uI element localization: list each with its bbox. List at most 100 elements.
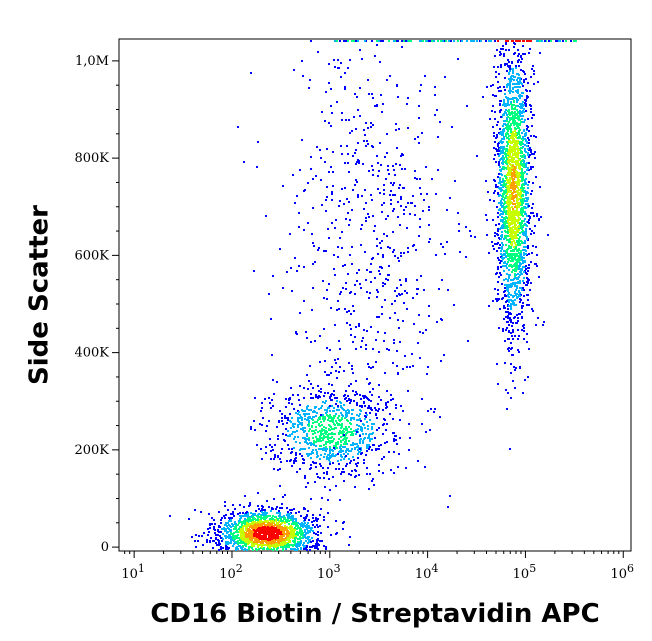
data-point xyxy=(348,473,350,475)
data-point xyxy=(310,40,312,42)
data-point xyxy=(521,107,523,109)
data-point xyxy=(244,548,246,550)
data-point xyxy=(277,438,279,440)
data-point xyxy=(514,206,516,208)
data-point xyxy=(527,184,529,186)
data-point xyxy=(519,243,521,245)
data-point xyxy=(335,520,337,522)
data-point xyxy=(405,206,407,208)
data-point xyxy=(523,211,525,213)
data-point xyxy=(514,147,516,149)
data-point xyxy=(513,240,515,242)
data-point xyxy=(416,293,418,295)
data-point xyxy=(308,380,310,382)
data-point xyxy=(509,199,511,201)
data-point xyxy=(508,111,510,113)
data-point xyxy=(254,540,256,542)
data-point xyxy=(511,106,513,108)
data-point xyxy=(228,542,230,544)
data-point xyxy=(289,434,291,436)
data-point xyxy=(522,92,524,94)
data-point xyxy=(509,313,511,315)
data-point xyxy=(363,462,365,464)
data-point xyxy=(390,469,392,471)
data-point xyxy=(394,290,396,292)
data-point xyxy=(303,387,305,389)
data-point xyxy=(383,193,385,195)
data-point xyxy=(228,517,230,519)
data-point xyxy=(339,430,341,432)
data-point xyxy=(314,432,316,434)
data-point xyxy=(326,409,328,411)
data-point xyxy=(330,88,332,90)
data-point xyxy=(527,198,529,200)
data-point xyxy=(506,118,508,120)
data-point xyxy=(522,302,524,304)
data-point xyxy=(342,522,344,524)
data-point xyxy=(261,538,263,540)
data-point xyxy=(505,206,507,208)
data-point xyxy=(301,422,303,424)
data-point xyxy=(512,232,514,234)
data-point xyxy=(524,73,526,75)
data-point xyxy=(312,540,314,542)
data-point xyxy=(503,166,505,168)
data-point xyxy=(329,397,331,399)
data-point xyxy=(351,448,353,450)
data-point xyxy=(522,260,524,262)
data-point xyxy=(322,280,324,282)
data-point xyxy=(294,436,296,438)
data-point xyxy=(515,67,517,69)
data-point xyxy=(266,512,268,514)
data-point xyxy=(395,123,397,125)
data-point xyxy=(351,368,353,370)
data-point xyxy=(393,339,395,341)
data-point xyxy=(210,537,212,539)
data-point xyxy=(508,296,510,298)
data-point xyxy=(293,69,295,71)
data-point xyxy=(245,538,247,540)
data-point xyxy=(497,153,499,155)
data-point xyxy=(493,66,495,68)
data-point xyxy=(312,452,314,454)
data-point xyxy=(362,442,364,444)
data-point xyxy=(285,434,287,436)
data-point xyxy=(508,269,510,271)
data-point xyxy=(260,515,262,517)
data-point xyxy=(320,465,322,467)
data-point xyxy=(517,242,519,244)
data-point xyxy=(342,468,344,470)
data-point xyxy=(517,349,519,351)
data-point xyxy=(232,524,234,526)
data-point xyxy=(503,190,505,192)
data-point xyxy=(325,548,327,550)
data-point xyxy=(503,279,505,281)
data-point xyxy=(329,414,331,416)
data-point xyxy=(521,163,523,165)
data-point xyxy=(359,409,361,411)
data-point xyxy=(237,537,239,539)
data-point xyxy=(508,49,510,51)
data-point xyxy=(511,133,513,135)
data-point xyxy=(512,250,514,252)
data-point xyxy=(211,523,213,525)
data-point xyxy=(505,329,507,331)
data-point xyxy=(513,195,515,197)
data-point xyxy=(505,216,507,218)
data-point xyxy=(501,236,503,238)
data-point xyxy=(526,304,528,306)
data-point xyxy=(242,512,244,514)
data-point xyxy=(392,251,394,253)
data-point xyxy=(502,244,504,246)
data-point xyxy=(299,385,301,387)
data-point xyxy=(347,448,349,450)
data-point xyxy=(527,126,529,128)
data-point xyxy=(519,111,521,113)
data-point xyxy=(508,301,510,303)
data-point xyxy=(320,407,322,409)
data-point xyxy=(361,195,363,197)
data-point xyxy=(507,166,509,168)
data-point xyxy=(495,76,497,78)
data-point xyxy=(294,423,296,425)
data-point xyxy=(282,423,284,425)
